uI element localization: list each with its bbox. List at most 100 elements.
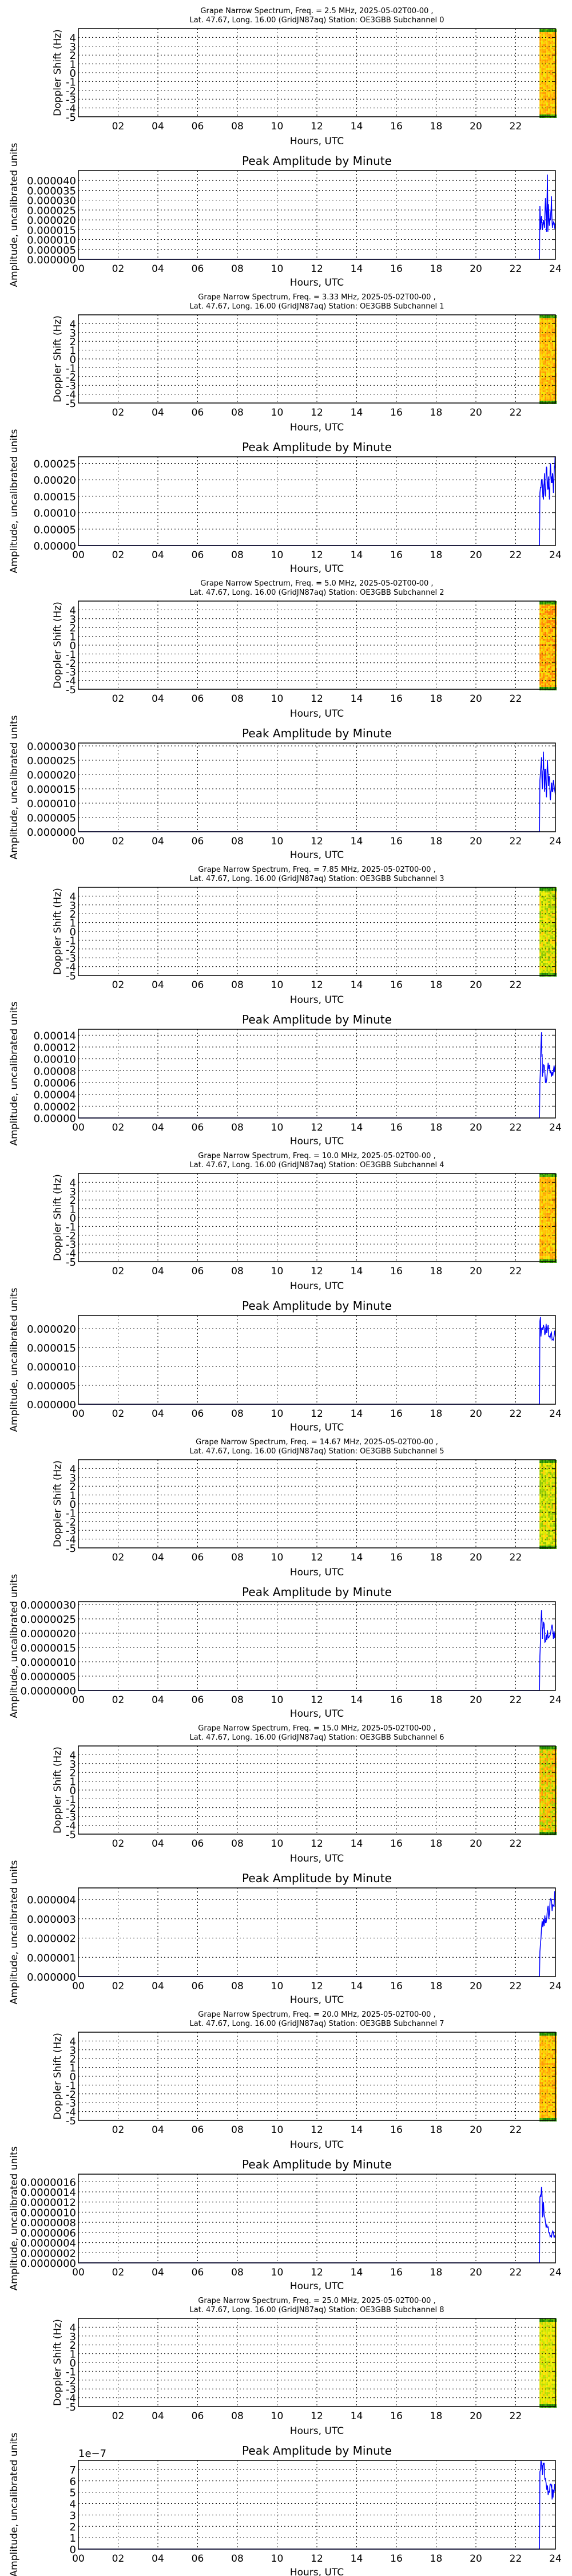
y-tick-label: -5 [66, 684, 76, 696]
x-tick-label: 22 [510, 1838, 522, 1850]
x-tick-label: 06 [192, 1694, 204, 1706]
x-tick-label: 14 [351, 2553, 363, 2565]
x-tick-label: 10 [271, 1408, 284, 1420]
y-tick-label: 0 [70, 68, 76, 80]
y-axis-label: Amplitude, uncalibrated units [9, 1860, 20, 2004]
x-tick-label: 04 [152, 1122, 164, 1133]
x-tick-label: 08 [231, 2124, 244, 2136]
subchannel-0-block: Grape Narrow Spectrum, Freq. = 2.5 MHz, … [0, 0, 572, 289]
x-tick-label: 20 [470, 2124, 482, 2136]
y-tick-label: -4 [66, 103, 76, 115]
x-tick-label: 02 [112, 1694, 125, 1706]
x-tick-label: 08 [231, 2411, 244, 2422]
subchannel-plots: 02 04 06 08 10 12 14 16 18 20 2243210-1-2-3-4-5Hou… [9, 1459, 562, 1720]
y-tick-label: 0 [70, 354, 76, 366]
spectrum-plot: 02 04 06 08 10 12 14 16 18 20 2243210-1-2-3-4-5Hou… [52, 600, 557, 720]
x-tick-label: 12 [311, 1694, 323, 1706]
spectrum-title-line2: Lat. 47.67, Long. 16.00 (GridJN87aq) Sta… [189, 588, 444, 597]
y-tick-label: 1 [70, 1204, 76, 1216]
spectrum-plot: 02 04 06 08 10 12 14 16 18 20 2243210-1-2-3-4-5Hou… [52, 887, 557, 1006]
amplitude-line [78, 1032, 556, 1119]
y-tick-label: 0.00000 [34, 1113, 76, 1125]
x-tick-label: 22 [510, 1266, 522, 1277]
x-tick-label: 06 [192, 979, 204, 991]
spectrum-title-line2: Lat. 47.67, Long. 16.00 (GridJN87aq) Sta… [189, 1161, 444, 1170]
x-tick-label: 12 [311, 407, 323, 418]
y-tick-label: -3 [66, 2384, 76, 2396]
spectrum-title-line2: Lat. 47.67, Long. 16.00 (GridJN87aq) Sta… [189, 2306, 444, 2314]
y-tick-label: -5 [66, 1257, 76, 1269]
y-tick-label: 1 [70, 2063, 76, 2075]
x-tick-label: 06 [192, 2267, 204, 2278]
spectrum-frame [78, 887, 556, 976]
x-tick-label: 20 [470, 1552, 482, 1563]
spectrum-plot: 02 04 06 08 10 12 14 16 18 20 2243210-1-2-3-4-5Hou… [52, 2318, 557, 2437]
x-tick-label: 12 [311, 1552, 323, 1563]
x-tick-label: 22 [510, 2411, 522, 2422]
spectrum-title-line1: Grape Narrow Spectrum, Freq. = 15.0 MHz,… [198, 1724, 436, 1733]
x-tick-label: 04 [152, 693, 164, 705]
x-tick-label: 18 [430, 1981, 443, 1992]
y-tick-label: 3 [70, 900, 76, 912]
y-tick-label: 0.000010 [27, 798, 76, 810]
spectrum-title: Grape Narrow Spectrum, Freq. = 3.33 MHz,… [78, 293, 555, 311]
x-tick-label: 16 [390, 979, 403, 991]
x-tick-label: 18 [430, 1266, 443, 1277]
amplitude-line [78, 1610, 556, 1691]
y-tick-label: 0.00000 [34, 540, 76, 552]
x-axis-label: Hours, UTC [290, 1422, 344, 1433]
y-tick-label: 0.000005 [27, 812, 76, 824]
x-axis-label: Hours, UTC [290, 994, 344, 1006]
x-tick-label: 10 [271, 2553, 284, 2565]
y-tick-label: -2 [66, 2375, 76, 2387]
subchannel-plots: 02 04 06 08 10 12 14 16 18 20 2243210-1-2-3-4-5Hou… [9, 887, 562, 1147]
y-tick-label: 0.00020 [34, 475, 76, 487]
x-tick-label: 10 [271, 1122, 284, 1133]
x-tick-label: 22 [510, 1552, 522, 1563]
y-tick-label: -1 [66, 1793, 76, 1805]
y-tick-label: 0.0000014 [21, 2187, 76, 2199]
subchannel-plots: 02 04 06 08 10 12 14 16 18 20 2243210-1-2-3-4-5Hou… [9, 2318, 562, 2576]
x-tick-label: 10 [271, 836, 284, 847]
x-tick-label: 02 [112, 693, 125, 705]
x-tick-label: 00 [72, 550, 85, 561]
x-tick-label: 06 [192, 1122, 204, 1133]
y-tick-label: 4 [70, 2036, 76, 2048]
x-tick-label: 04 [152, 263, 164, 275]
x-tick-label: 10 [271, 2411, 284, 2422]
x-tick-label: 14 [351, 979, 363, 991]
spectrum-plot: 02 04 06 08 10 12 14 16 18 20 2243210-1-2-3-4-5Hou… [52, 1745, 557, 1864]
subchannel-3-block: Grape Narrow Spectrum, Freq. = 7.85 MHz,… [0, 859, 572, 1147]
y-tick-label: 0.000030 [27, 195, 76, 207]
spectrum-title-line1: Grape Narrow Spectrum, Freq. = 14.67 MHz… [196, 1438, 438, 1447]
x-axis-label: Hours, UTC [290, 1136, 344, 1147]
y-tick-label: -4 [66, 675, 76, 688]
x-tick-label: 14 [351, 550, 363, 561]
x-tick-label: 12 [311, 121, 323, 132]
y-axis-label: Doppler Shift (Hz) [52, 29, 63, 116]
y-tick-label: 3 [70, 614, 76, 626]
y-tick-label: 1 [70, 2349, 76, 2361]
x-tick-label: 18 [430, 263, 443, 275]
x-tick-label: 24 [549, 1122, 562, 1133]
x-tick-label: 14 [351, 1694, 363, 1706]
x-tick-label: 08 [231, 1408, 244, 1420]
y-tick-label: 3 [70, 1472, 76, 1484]
x-tick-label: 24 [549, 2553, 562, 2565]
y-tick-label: 0.00002 [34, 1101, 76, 1113]
x-tick-label: 12 [311, 979, 323, 991]
x-tick-label: 02 [112, 1981, 125, 1992]
x-tick-label: 08 [231, 979, 244, 991]
x-tick-label: 08 [231, 1981, 244, 1992]
x-tick-label: 04 [152, 2411, 164, 2422]
y-axis-label: Amplitude, uncalibrated units [9, 2146, 20, 2290]
x-tick-label: 10 [271, 979, 284, 991]
y-tick-label: 1 [70, 345, 76, 357]
y-tick-label: 0.00005 [34, 524, 76, 536]
